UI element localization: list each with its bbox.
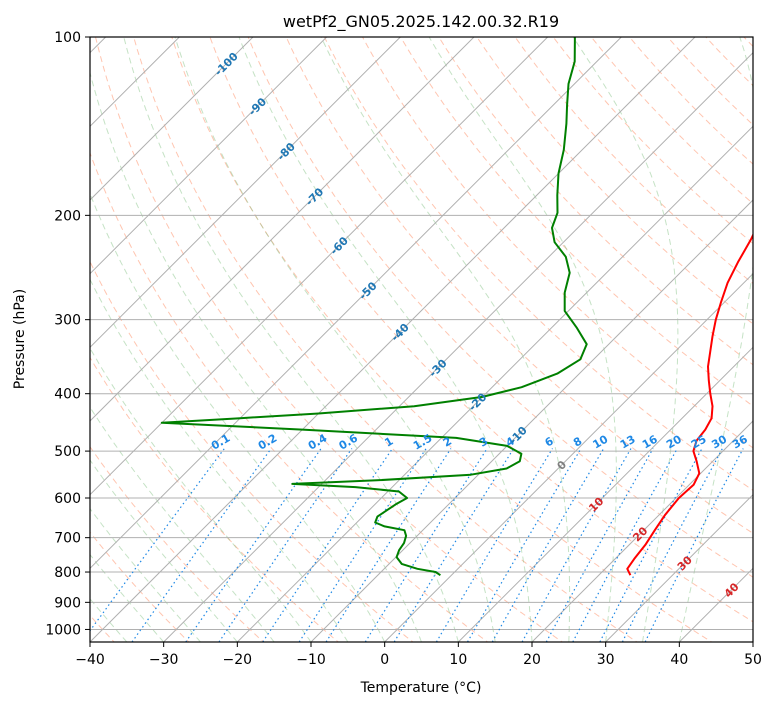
y-tick-label: 800 [54, 565, 81, 581]
x-tick-label: −40 [75, 652, 105, 668]
y-tick-label: 900 [54, 595, 81, 611]
y-tick-label: 1000 [45, 622, 81, 638]
y-tick-label: 500 [54, 444, 81, 460]
x-tick-label: 40 [670, 652, 688, 668]
x-axis-label: Temperature (°C) [360, 680, 482, 696]
x-tick-label: 20 [523, 652, 541, 668]
x-tick-label: −10 [296, 652, 326, 668]
x-tick-label: 0 [380, 652, 389, 668]
y-axis-label: Pressure (hPa) [12, 289, 28, 389]
y-tick-label: 400 [54, 387, 81, 403]
y-tick-label: 100 [54, 30, 81, 46]
chart-title: wetPf2_GN05.2025.142.00.32.R19 [283, 12, 559, 32]
y-tick-label: 300 [54, 313, 81, 329]
x-tick-label: −30 [149, 652, 179, 668]
y-tick-label: 600 [54, 491, 81, 507]
x-tick-label: 30 [597, 652, 615, 668]
y-tick-label: 700 [54, 531, 81, 547]
x-tick-label: 50 [744, 652, 762, 668]
y-tick-label: 200 [54, 208, 81, 224]
x-tick-label: −20 [223, 652, 253, 668]
x-tick-label: 10 [449, 652, 467, 668]
